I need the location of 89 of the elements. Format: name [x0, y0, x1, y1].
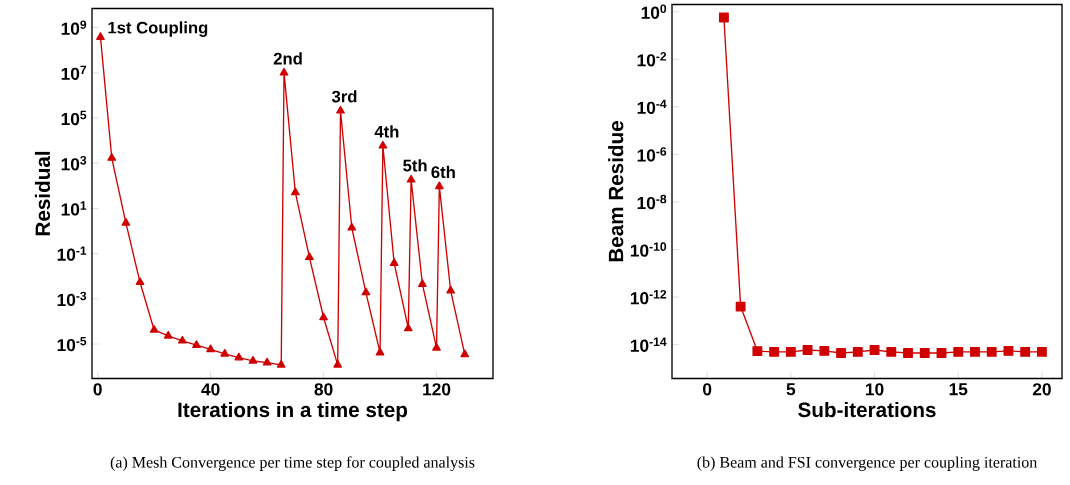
x-tick-label: 10	[865, 383, 884, 396]
point	[919, 348, 930, 359]
y-tick-label: 10$^{-12}$	[630, 290, 667, 305]
point	[802, 345, 813, 356]
text: (b) Beam and FSI convergence per coupling iteration	[697, 456, 1038, 472]
y-tick-label: 10$^{-5}$	[57, 337, 87, 352]
point	[333, 360, 343, 368]
point	[869, 345, 880, 356]
y-tick-label: 10$^{7}$	[61, 65, 87, 81]
annotation: 6th	[431, 166, 455, 179]
x-tick-label: 20	[1032, 383, 1051, 396]
y-tick-label: 10$^{-1}$	[57, 246, 87, 262]
point	[206, 344, 215, 353]
x-tick-label: 80	[314, 383, 333, 396]
y-tick-label: 10$^{-4}$	[637, 99, 667, 115]
y-axis-title: Residual	[34, 152, 51, 236]
y-tick-label: 10$^{-6}$	[637, 147, 667, 162]
point	[178, 336, 187, 344]
point	[279, 68, 289, 76]
point	[389, 258, 399, 267]
y-tick-label: 10$^{0}$	[641, 4, 667, 20]
point	[852, 347, 863, 358]
point	[305, 252, 314, 261]
point	[220, 349, 230, 357]
point	[886, 347, 897, 358]
point	[319, 312, 328, 321]
point	[375, 347, 385, 356]
point	[262, 358, 272, 366]
point	[121, 218, 131, 226]
point	[1020, 347, 1031, 358]
x-tick-label: 15	[949, 383, 968, 396]
y-tick-label: 10$^{-14}$	[630, 337, 667, 353]
point	[248, 356, 258, 364]
point	[903, 348, 913, 359]
x-tick-label: 0	[93, 383, 102, 396]
point	[819, 346, 830, 357]
point	[936, 348, 947, 359]
point	[769, 347, 780, 358]
point	[953, 347, 964, 358]
point	[361, 287, 371, 296]
point	[836, 348, 846, 359]
x-tick-label: 5	[786, 383, 796, 396]
point	[290, 187, 300, 196]
point	[1036, 347, 1047, 358]
point	[403, 323, 413, 332]
point	[735, 301, 746, 312]
y-tick-label: 10$^{5}$	[61, 111, 87, 126]
y-tick-label: 10$^{9}$	[61, 20, 87, 36]
point	[434, 181, 444, 190]
x-tick-label: 0	[703, 383, 712, 396]
y-axis-title: Beam Residue	[608, 121, 624, 262]
point	[718, 12, 729, 23]
annotation: 2nd	[273, 52, 302, 65]
x-axis-title: Sub-iterations	[798, 402, 936, 418]
point	[234, 353, 244, 361]
point	[446, 286, 456, 294]
y-tick-label: 10$^{-8}$	[637, 195, 667, 210]
point	[970, 347, 980, 358]
x-tick-label: 120	[423, 383, 451, 396]
point	[276, 360, 286, 368]
y-tick-label: 10$^{-2}$	[637, 52, 667, 67]
point	[432, 343, 441, 351]
point	[336, 106, 345, 114]
point	[149, 325, 159, 334]
point	[1003, 346, 1014, 357]
annotation: 3rd	[331, 90, 357, 103]
y-tick-label: 10$^{3}$	[61, 156, 87, 171]
y-tick-label: 10$^{-10}$	[630, 242, 667, 258]
point	[107, 153, 117, 162]
point	[96, 32, 105, 41]
x-tick-label: 40	[201, 383, 220, 396]
point	[378, 141, 388, 149]
text: (a) Mesh Convergence per time step for coupled analysis	[110, 456, 475, 472]
annotation: 1st Coupling	[108, 21, 208, 38]
y-tick-label: 10$^{-3}$	[57, 291, 87, 307]
point	[986, 347, 997, 358]
point	[347, 223, 357, 231]
point	[418, 279, 427, 288]
point	[785, 347, 796, 358]
point	[163, 331, 173, 339]
point	[192, 340, 201, 349]
y-tick-label: 10$^{1}$	[61, 201, 87, 216]
point	[135, 277, 145, 286]
annotation: 5th	[403, 159, 427, 172]
point	[460, 349, 470, 358]
point	[752, 346, 763, 357]
x-axis-title: Iterations in a time step	[178, 402, 408, 422]
annotation: 4th	[374, 125, 399, 138]
point	[406, 175, 416, 183]
